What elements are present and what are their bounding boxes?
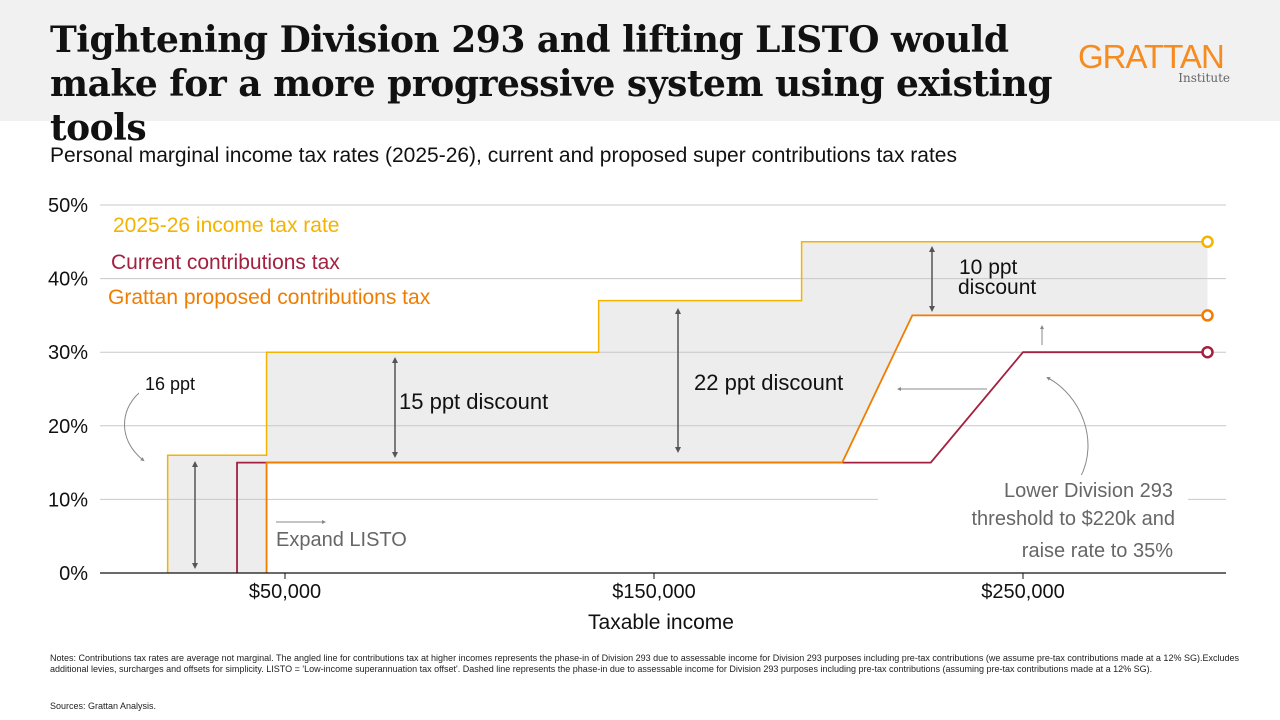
label-div293-line1: Lower Division 293 xyxy=(1004,480,1173,502)
label-15ppt: 15 ppt discount xyxy=(399,389,548,414)
y-tick-label: 20% xyxy=(48,416,88,438)
notes: Notes: Contributions tax rates are avera… xyxy=(50,653,1239,674)
series-end-marker-2 xyxy=(1201,309,1214,322)
series-line-2 xyxy=(265,314,1208,573)
y-tick-label: 10% xyxy=(48,489,88,511)
curved-arrow-div293 xyxy=(1046,377,1089,479)
discount-shading xyxy=(167,241,1208,574)
header-band xyxy=(0,0,1280,121)
y-tick-label: 50% xyxy=(48,195,88,217)
legend-income-tax: 2025-26 income tax rate xyxy=(113,214,339,237)
curved-arrow-16ppt xyxy=(124,392,145,462)
chart-subtitle: Personal marginal income tax rates (2025… xyxy=(50,144,957,167)
x-tick-label: $50,000 xyxy=(249,581,321,603)
logo-subtext: Institute xyxy=(1178,71,1230,85)
x-tick-label: $250,000 xyxy=(981,581,1064,603)
div293-label-bg xyxy=(878,475,1188,567)
label-10ppt-line2: discount xyxy=(958,276,1036,299)
label-22ppt: 22 ppt discount xyxy=(694,370,843,395)
series-end-marker-0 xyxy=(1201,235,1214,249)
x-axis-label: Taxable income xyxy=(588,611,734,634)
legend-current-contributions: Current contributions tax xyxy=(111,251,340,274)
label-div293-line3: raise rate to 35% xyxy=(1022,540,1173,562)
sources: Sources: Grattan Analysis. xyxy=(50,701,157,711)
y-tick-label: 40% xyxy=(48,269,88,291)
logo-wordmark: GRATTAN xyxy=(1078,38,1225,75)
label-expand-listo: Expand LISTO xyxy=(276,529,407,551)
legend-proposed-contributions: Grattan proposed contributions tax xyxy=(108,286,431,309)
x-tick-label: $150,000 xyxy=(612,581,695,603)
label-div293-line2: threshold to $220k and xyxy=(972,508,1176,530)
series-line-1 xyxy=(236,351,1208,573)
series-line-0 xyxy=(166,241,1208,573)
label-16ppt: 16 ppt xyxy=(145,374,195,394)
y-tick-label: 30% xyxy=(48,342,88,364)
grattan-logo: GRATTAN Institute xyxy=(1078,38,1230,86)
series-end-marker-1 xyxy=(1201,345,1214,359)
y-tick-label: 0% xyxy=(59,563,88,585)
page-title: Tightening Division 293 and lifting LIST… xyxy=(50,19,1053,149)
label-10ppt-line1: 10 ppt xyxy=(959,256,1018,279)
